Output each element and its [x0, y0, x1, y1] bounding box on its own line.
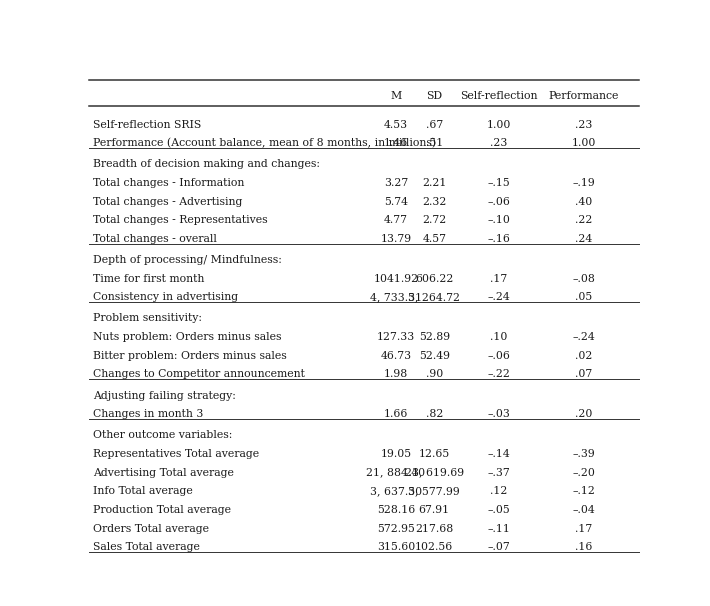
Text: .12: .12: [490, 486, 508, 496]
Text: 4.57: 4.57: [422, 234, 447, 244]
Text: 3.27: 3.27: [383, 178, 408, 188]
Text: –.12: –.12: [572, 486, 596, 496]
Text: .90: .90: [426, 370, 443, 379]
Text: 1.00: 1.00: [486, 119, 511, 130]
Text: 67.91: 67.91: [419, 505, 450, 515]
Text: 2.32: 2.32: [422, 196, 447, 207]
Text: 572.95: 572.95: [377, 524, 415, 534]
Text: 1041.92: 1041.92: [373, 274, 418, 284]
Text: –.15: –.15: [487, 178, 510, 188]
Text: Consistency in advertising: Consistency in advertising: [93, 292, 239, 302]
Text: Changes to Competitor announcement: Changes to Competitor announcement: [93, 370, 305, 379]
Text: –.14: –.14: [487, 449, 510, 459]
Text: Total changes - Advertising: Total changes - Advertising: [93, 196, 243, 207]
Text: –.03: –.03: [487, 409, 510, 419]
Text: Sales Total average: Sales Total average: [93, 542, 200, 552]
Text: Nuts problem: Orders minus sales: Nuts problem: Orders minus sales: [93, 332, 282, 342]
Text: 3, 637.50: 3, 637.50: [370, 486, 422, 496]
Text: 3, 577.99: 3, 577.99: [408, 486, 460, 496]
Text: 21, 884.40: 21, 884.40: [366, 468, 425, 478]
Text: 1.00: 1.00: [572, 138, 596, 148]
Text: .22: .22: [575, 215, 593, 225]
Text: M: M: [391, 90, 401, 101]
Text: .10: .10: [490, 332, 508, 342]
Text: Advertising Total average: Advertising Total average: [93, 468, 234, 478]
Text: Total changes - Information: Total changes - Information: [93, 178, 244, 188]
Text: Representatives Total average: Representatives Total average: [93, 449, 259, 459]
Text: 12.65: 12.65: [419, 449, 450, 459]
Text: –.08: –.08: [572, 274, 596, 284]
Text: .40: .40: [575, 196, 593, 207]
Text: –.19: –.19: [572, 178, 596, 188]
Text: 2.72: 2.72: [422, 215, 447, 225]
Text: –.22: –.22: [487, 370, 510, 379]
Text: Time for first month: Time for first month: [93, 274, 204, 284]
Text: 1.66: 1.66: [383, 409, 408, 419]
Text: 19.05: 19.05: [381, 449, 411, 459]
Text: .17: .17: [490, 274, 508, 284]
Text: Production Total average: Production Total average: [93, 505, 231, 515]
Text: –.07: –.07: [487, 542, 510, 552]
Text: –.24: –.24: [487, 292, 510, 302]
Text: –.04: –.04: [572, 505, 596, 515]
Text: SD: SD: [426, 90, 442, 101]
Text: 52.49: 52.49: [419, 351, 450, 361]
Text: .07: .07: [575, 370, 593, 379]
Text: –.24: –.24: [572, 332, 596, 342]
Text: .20: .20: [575, 409, 593, 419]
Text: –.37: –.37: [487, 468, 510, 478]
Text: 4.53: 4.53: [383, 119, 408, 130]
Text: 127.33: 127.33: [377, 332, 415, 342]
Text: 102.56: 102.56: [415, 542, 454, 552]
Text: 528.16: 528.16: [377, 505, 415, 515]
Text: Depth of processing/ Mindfulness:: Depth of processing/ Mindfulness:: [93, 255, 282, 265]
Text: Problem sensitivity:: Problem sensitivity:: [93, 313, 202, 324]
Text: .23: .23: [575, 119, 593, 130]
Text: Bitter problem: Orders minus sales: Bitter problem: Orders minus sales: [93, 351, 287, 361]
Text: 4.77: 4.77: [384, 215, 408, 225]
Text: Performance: Performance: [549, 90, 619, 101]
Text: Orders Total average: Orders Total average: [93, 524, 209, 534]
Text: Total changes - overall: Total changes - overall: [93, 234, 217, 244]
Text: 315.60: 315.60: [377, 542, 415, 552]
Text: .23: .23: [490, 138, 508, 148]
Text: 4, 733.31: 4, 733.31: [370, 292, 422, 302]
Text: –.05: –.05: [487, 505, 510, 515]
Text: –.10: –.10: [487, 215, 510, 225]
Text: –.16: –.16: [487, 234, 510, 244]
Text: .24: .24: [575, 234, 593, 244]
Text: 2.21: 2.21: [422, 178, 447, 188]
Text: –.06: –.06: [487, 196, 510, 207]
Text: –.06: –.06: [487, 351, 510, 361]
Text: .02: .02: [575, 351, 593, 361]
Text: 13.79: 13.79: [381, 234, 411, 244]
Text: .17: .17: [575, 524, 593, 534]
Text: Total changes - Representatives: Total changes - Representatives: [93, 215, 268, 225]
Text: Changes in month 3: Changes in month 3: [93, 409, 204, 419]
Text: 52.89: 52.89: [419, 332, 450, 342]
Text: 1.98: 1.98: [383, 370, 408, 379]
Text: .51: .51: [426, 138, 443, 148]
Text: .82: .82: [425, 409, 443, 419]
Text: 1.46: 1.46: [383, 138, 408, 148]
Text: 5, 264.72: 5, 264.72: [408, 292, 460, 302]
Text: 606.22: 606.22: [415, 274, 454, 284]
Text: Self-reflection SRIS: Self-reflection SRIS: [93, 119, 202, 130]
Text: 23, 619.69: 23, 619.69: [405, 468, 464, 478]
Text: .16: .16: [575, 542, 593, 552]
Text: Info Total average: Info Total average: [93, 486, 193, 496]
Text: Self-reflection: Self-reflection: [460, 90, 537, 101]
Text: .67: .67: [426, 119, 443, 130]
Text: –.20: –.20: [572, 468, 596, 478]
Text: 5.74: 5.74: [384, 196, 408, 207]
Text: Other outcome variables:: Other outcome variables:: [93, 430, 233, 441]
Text: Adjusting failing strategy:: Adjusting failing strategy:: [93, 390, 236, 401]
Text: Performance (Account balance, mean of 8 months, in millions): Performance (Account balance, mean of 8 …: [93, 138, 436, 148]
Text: .05: .05: [575, 292, 593, 302]
Text: 217.68: 217.68: [415, 524, 454, 534]
Text: Breadth of decision making and changes:: Breadth of decision making and changes:: [93, 159, 320, 169]
Text: 46.73: 46.73: [381, 351, 411, 361]
Text: –.11: –.11: [487, 524, 510, 534]
Text: –.39: –.39: [572, 449, 596, 459]
